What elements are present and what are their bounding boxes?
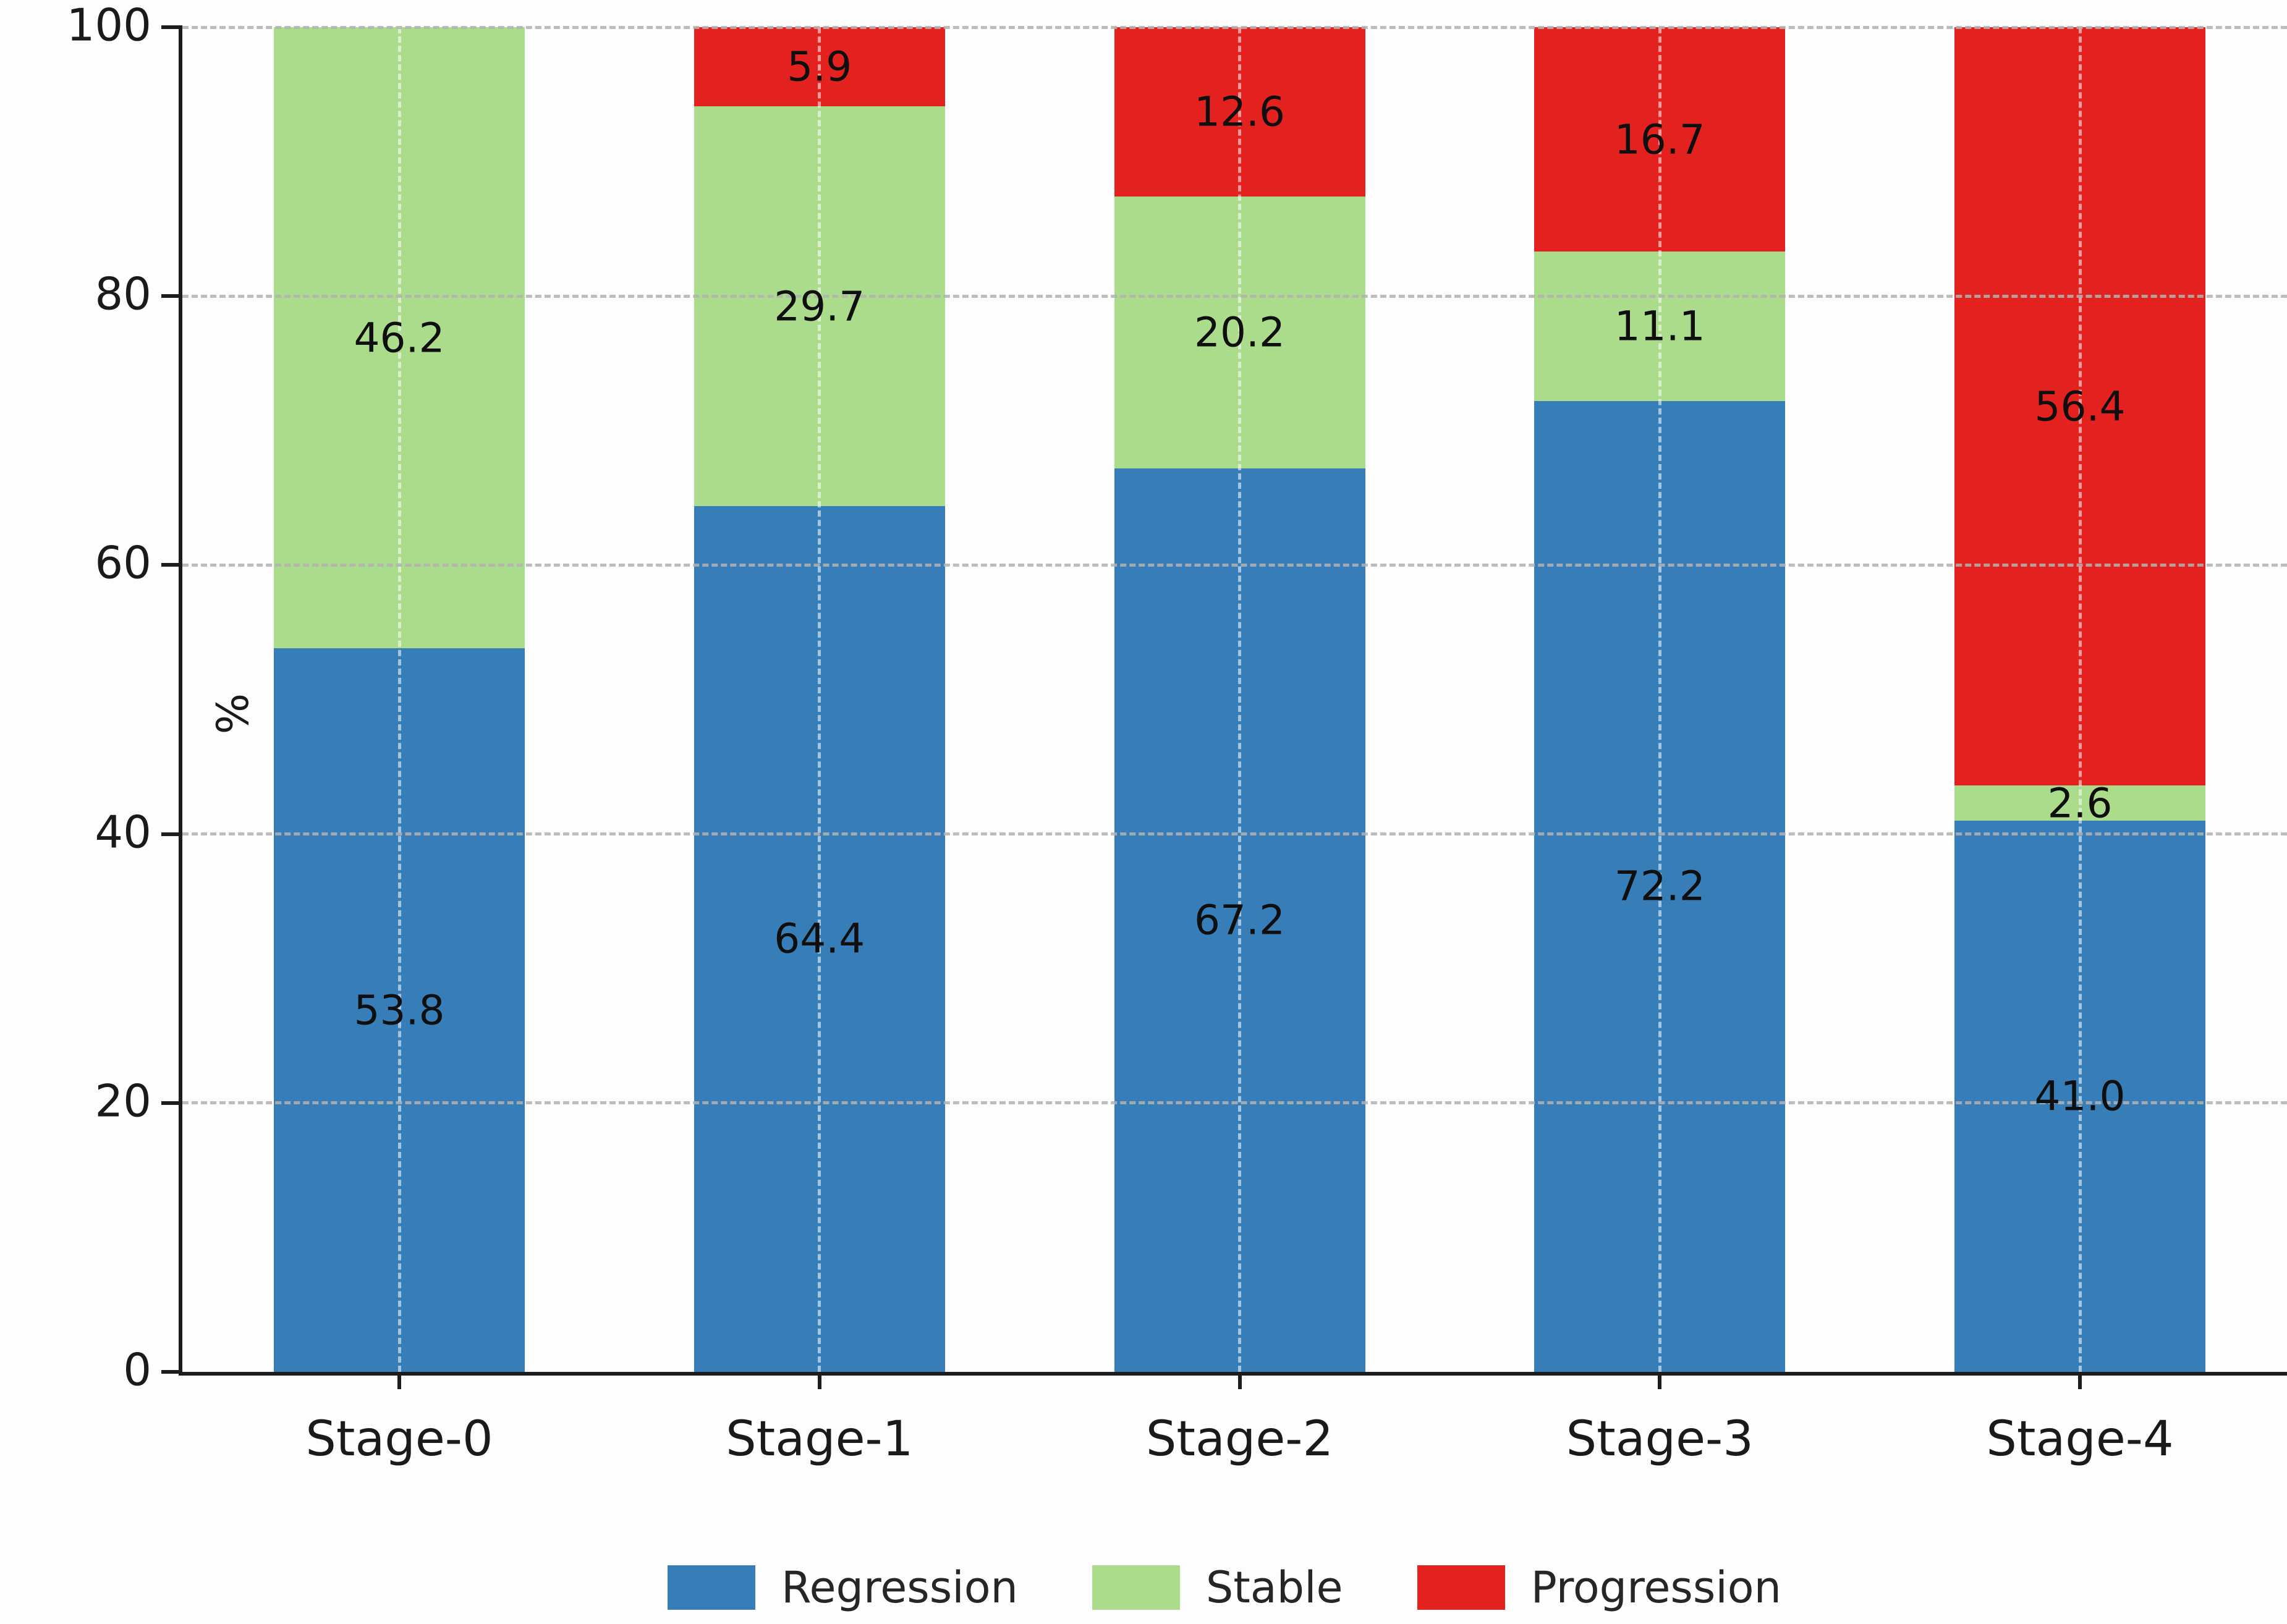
y-tick-label-20: 20	[95, 1075, 151, 1127]
legend: Regression Stable Progression	[668, 1562, 1781, 1613]
gridline-y-20	[182, 1101, 2287, 1105]
x-tick-label-stage-1: Stage-1	[726, 1411, 914, 1467]
gridline-y-40	[182, 832, 2287, 836]
x-tick-label-stage-2: Stage-2	[1145, 1411, 1334, 1467]
legend-label-stable: Stable	[1205, 1562, 1343, 1613]
gridline-x-stage-1	[818, 27, 821, 1372]
gridline-x-stage-2	[1238, 27, 1241, 1372]
y-tick-label-40: 40	[95, 806, 151, 858]
y-tick-80	[161, 294, 182, 298]
bar-value-label-regression-stage-0: 53.8	[354, 986, 445, 1034]
bar-value-label-regression-stage-1: 64.4	[774, 915, 865, 963]
x-tick-stage-4	[2078, 1376, 2082, 1389]
legend-item-progression: Progression	[1417, 1562, 1781, 1613]
x-tick-label-stage-4: Stage-4	[1986, 1411, 2174, 1467]
legend-swatch-regression-icon	[668, 1565, 755, 1610]
x-tick-label-stage-3: Stage-3	[1566, 1411, 1754, 1467]
legend-label-regression: Regression	[781, 1562, 1018, 1613]
x-tick-stage-1	[817, 1376, 821, 1389]
y-axis-label: %	[208, 693, 258, 735]
gridline-y-100	[182, 25, 2287, 29]
x-tick-stage-2	[1237, 1376, 1242, 1389]
bar-value-label-progression-stage-2: 12.6	[1194, 88, 1285, 136]
bar-value-label-progression-stage-3: 16.7	[1614, 116, 1705, 164]
x-tick-stage-0	[397, 1376, 401, 1389]
bar-value-label-regression-stage-4: 41.0	[2034, 1072, 2126, 1120]
y-tick-label-60: 60	[95, 537, 151, 590]
bar-value-label-stable-stage-0: 46.2	[354, 314, 445, 362]
y-tick-40	[161, 832, 182, 836]
legend-swatch-stable-icon	[1092, 1565, 1180, 1610]
bar-value-label-stable-stage-1: 29.7	[774, 282, 865, 331]
plot-area: % 0 20 40 60 80 100 53.8 46.2 Stage-0 64.4 29.7 5.9…	[67, 0, 2287, 1467]
gridline-y-60	[182, 563, 2287, 567]
y-tick-20	[161, 1101, 182, 1105]
bar-value-label-stable-stage-3: 11.1	[1614, 302, 1705, 350]
x-tick-stage-3	[1658, 1376, 1662, 1389]
bar-value-label-progression-stage-1: 5.9	[787, 43, 852, 91]
legend-swatch-progression-icon	[1417, 1565, 1505, 1610]
legend-item-stable: Stable	[1092, 1562, 1343, 1613]
gridline-x-stage-3	[1658, 27, 1661, 1372]
bar-value-label-regression-stage-2: 67.2	[1194, 896, 1285, 944]
x-axis-line	[179, 1372, 2287, 1376]
bar-value-label-stable-stage-4: 2.6	[2047, 779, 2113, 827]
y-tick-label-0: 0	[123, 1343, 151, 1396]
y-axis-line	[179, 27, 182, 1376]
bar-value-label-regression-stage-3: 72.2	[1614, 862, 1705, 910]
y-tick-60	[161, 563, 182, 567]
gridline-x-stage-4	[2078, 27, 2082, 1372]
gridline-x-stage-0	[397, 27, 401, 1372]
y-tick-label-80: 80	[95, 268, 151, 320]
x-tick-label-stage-0: Stage-0	[305, 1411, 493, 1467]
y-tick-label-100: 100	[66, 0, 151, 51]
bar-value-label-progression-stage-4: 56.4	[2034, 383, 2126, 431]
legend-label-progression: Progression	[1530, 1562, 1781, 1613]
bar-value-label-stable-stage-2: 20.2	[1194, 308, 1285, 357]
gridline-y-80	[182, 294, 2287, 298]
y-tick-100	[161, 25, 182, 29]
y-tick-0	[161, 1370, 182, 1374]
legend-item-regression: Regression	[668, 1562, 1018, 1613]
